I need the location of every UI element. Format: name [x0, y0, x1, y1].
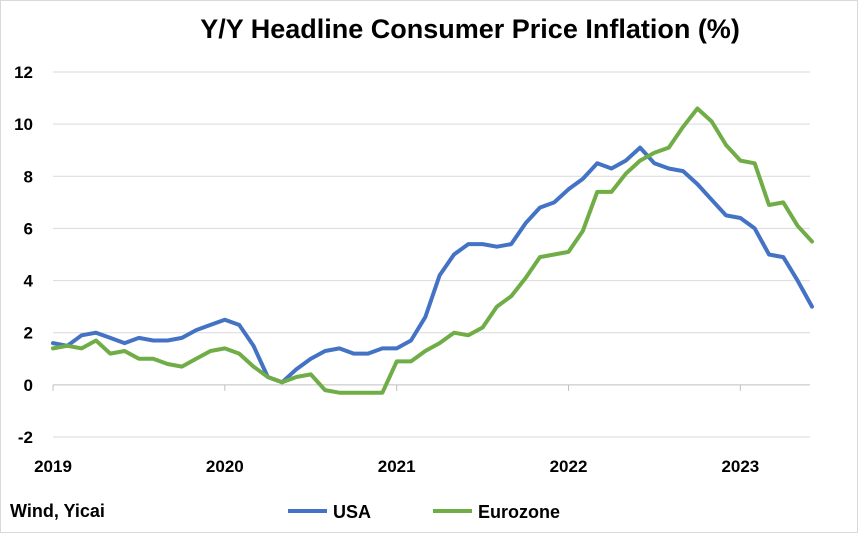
legend-label-usa: USA: [333, 502, 371, 522]
x-axis-ticks: 2019 2020 2021 2022 2023: [34, 384, 759, 476]
chart-title: Y/Y Headline Consumer Price Inflation (%…: [200, 14, 740, 44]
y-tick-label: 8: [24, 167, 33, 186]
legend: USA Eurozone: [288, 502, 560, 522]
y-tick-label: 4: [24, 272, 34, 291]
x-tick-label: 2021: [378, 457, 416, 476]
x-tick-label: 2020: [206, 457, 244, 476]
series-line-usa: [51, 145, 814, 385]
y-tick-label: 2: [24, 324, 33, 343]
y-tick-label: 0: [24, 376, 33, 395]
y-tick-label: 10: [14, 115, 33, 134]
x-tick-label: 2023: [721, 457, 759, 476]
y-tick-label: 6: [24, 219, 33, 238]
source-note: Wind, Yicai: [10, 501, 105, 521]
grid-lines: [53, 71, 810, 438]
y-axis-ticks: -2 0 2 4 6 8 10 12: [14, 63, 33, 447]
y-tick-label: -2: [18, 428, 33, 447]
x-tick-label: 2019: [34, 457, 72, 476]
series-line-eurozone: [51, 106, 814, 395]
series-lines: [51, 106, 814, 395]
y-tick-label: 12: [14, 63, 33, 82]
legend-label-eurozone: Eurozone: [478, 502, 560, 522]
x-tick-label: 2022: [550, 457, 588, 476]
